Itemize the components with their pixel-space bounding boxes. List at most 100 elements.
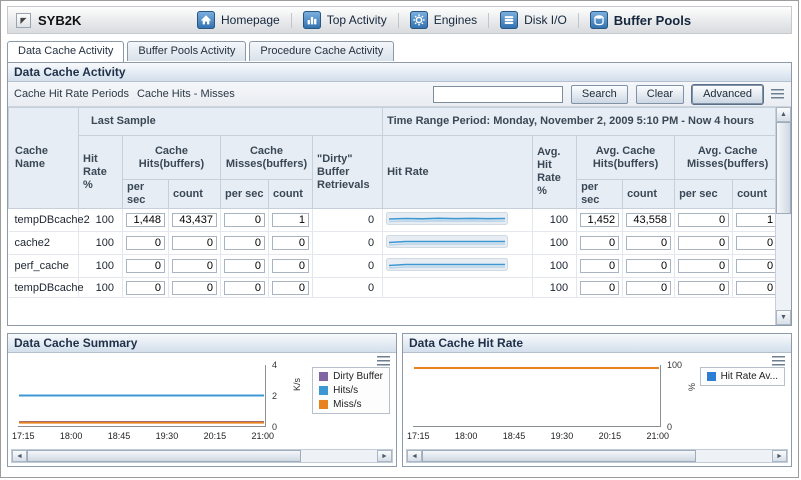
scroll-left-button[interactable]: ◄ (12, 450, 27, 462)
avg-misses-count-cell: 1 (733, 209, 781, 232)
scroll-up-icon: ▲ (780, 111, 787, 118)
chart-legend: Dirty BufferHits/sMiss/s (312, 367, 390, 414)
app-title: SYB2K (38, 13, 81, 28)
tab-bar: Data Cache Activity Buffer Pools Activit… (7, 39, 798, 61)
plot-area (18, 365, 266, 427)
col-header-per-sec: per sec (577, 180, 623, 209)
table-menu-icon[interactable] (771, 88, 785, 100)
group-header-time-range: Time Range Period: Monday, November 2, 2… (383, 108, 781, 136)
y-tick-label: 0 (667, 422, 689, 432)
nav-label: Top Activity (327, 13, 387, 27)
scroll-up-button[interactable]: ▲ (776, 107, 791, 122)
scroll-down-icon: ▼ (780, 314, 787, 321)
legend-label: Hit Rate Av... (721, 371, 778, 382)
nav-buffer-pools[interactable]: Buffer Pools (579, 7, 702, 33)
chart-menu-icon[interactable] (772, 355, 786, 367)
value-box: 0 (626, 236, 671, 250)
avg-misses-count-cell: 0 (733, 255, 781, 278)
buffer-pools-icon (590, 11, 608, 29)
nav-top-activity[interactable]: Top Activity (292, 7, 398, 33)
value-box: 0 (126, 259, 165, 273)
avg-hit-rate-pct-cell: 100 (533, 278, 577, 298)
hits-per-sec-cell: 0 (123, 232, 169, 255)
vertical-scrollbar-thumb[interactable] (776, 122, 791, 214)
col-header-per-sec: per sec (221, 180, 269, 209)
value-box: 0 (272, 236, 309, 250)
value-box: 1 (272, 213, 309, 227)
dirty-buffer-cell: 0 (313, 278, 383, 298)
table-row[interactable]: tempDBcache21001,44843,4370101001,45243,… (9, 209, 781, 232)
misses-count-cell: 0 (269, 232, 313, 255)
scroll-left-button[interactable]: ◄ (407, 450, 422, 462)
avg-hits-per-sec-cell: 0 (577, 232, 623, 255)
table-toolbar: Cache Hit Rate Periods Cache Hits - Miss… (8, 82, 791, 107)
nav-label: Buffer Pools (614, 13, 691, 28)
horizontal-scrollbar-thumb[interactable] (27, 450, 301, 462)
horizontal-scrollbar[interactable]: ◄ ► (406, 449, 788, 463)
nav-disk-io[interactable]: Disk I/O (489, 7, 578, 33)
table-row[interactable]: cache2100000001000000 (9, 232, 781, 255)
application-window: ◤ SYB2K Homepage Top Activity (0, 0, 799, 478)
avg-misses-per-sec-cell: 0 (675, 209, 733, 232)
avg-misses-count-cell: 0 (733, 278, 781, 298)
legend-item: Hits/s (319, 385, 383, 396)
y-axis-ticks: 1000 (667, 360, 689, 432)
panel-title: Data Cache Activity (8, 63, 791, 82)
x-tick-label: 18:00 (455, 431, 478, 441)
link-cache-hit-rate-periods[interactable]: Cache Hit Rate Periods (14, 88, 129, 100)
nav-label: Engines (434, 13, 477, 27)
x-axis-labels: 17:1518:0018:4519:3020:1521:00 (12, 431, 274, 441)
col-header-hit-rate: Hit Rate (383, 136, 533, 209)
search-button[interactable]: Search (571, 85, 628, 104)
horizontal-scrollbar-track[interactable] (301, 450, 377, 462)
table-vertical-scrollbar[interactable]: ▲ ▼ (775, 107, 791, 325)
scroll-right-button[interactable]: ► (772, 450, 787, 462)
table-row[interactable]: perf_cache100000001000000 (9, 255, 781, 278)
bottom-charts-row: Data Cache Summary 420 K/s 17:1518:0018:… (7, 333, 792, 467)
horizontal-scrollbar-thumb[interactable] (422, 450, 696, 462)
scroll-right-button[interactable]: ► (377, 450, 392, 462)
tab-buffer-pools-activity[interactable]: Buffer Pools Activity (127, 41, 246, 61)
value-box: 0 (580, 259, 619, 273)
scroll-right-icon: ► (381, 453, 388, 460)
hits-per-sec-cell: 0 (123, 255, 169, 278)
summary-chart-body: 420 K/s 17:1518:0018:4519:3020:1521:00 D… (8, 353, 396, 466)
vertical-scrollbar-track[interactable] (776, 214, 791, 310)
value-box: 43,437 (172, 213, 217, 227)
avg-misses-per-sec-cell: 0 (675, 232, 733, 255)
chart-menu-icon[interactable] (377, 355, 391, 367)
advanced-button[interactable]: Advanced (692, 85, 763, 104)
nav-homepage[interactable]: Homepage (186, 7, 291, 33)
x-tick-label: 17:15 (12, 431, 35, 441)
y-tick-label: 4 (272, 360, 294, 370)
horizontal-scrollbar[interactable]: ◄ ► (11, 449, 393, 463)
avg-hits-count-cell: 0 (623, 278, 675, 298)
clear-button[interactable]: Clear (636, 85, 684, 104)
tab-procedure-cache-activity[interactable]: Procedure Cache Activity (249, 41, 394, 61)
legend-swatch (319, 400, 328, 409)
hits-count-cell: 0 (169, 278, 221, 298)
hit-rate-pct-cell: 100 (79, 278, 123, 298)
avg-hits-count-cell: 0 (623, 232, 675, 255)
hit-rate-sparkline (386, 234, 508, 249)
legend-swatch (707, 372, 716, 381)
value-box: 0 (272, 281, 309, 295)
link-cache-hits-misses[interactable]: Cache Hits - Misses (137, 88, 235, 100)
scroll-left-icon: ◄ (16, 453, 23, 460)
chart-legend: Hit Rate Av... (700, 367, 785, 386)
scroll-down-button[interactable]: ▼ (776, 310, 791, 325)
avg-hits-per-sec-cell: 0 (577, 255, 623, 278)
value-box: 0 (678, 259, 729, 273)
nav-engines[interactable]: Engines (399, 7, 488, 33)
table-row[interactable]: tempDBcache100000001000000 (9, 278, 781, 298)
hit-rate-sparkline-cell (383, 278, 533, 298)
search-input[interactable] (433, 86, 563, 103)
collapse-icon[interactable]: ◤ (16, 13, 31, 28)
tab-data-cache-activity[interactable]: Data Cache Activity (7, 41, 124, 62)
top-header-bar: ◤ SYB2K Homepage Top Activity (7, 6, 792, 34)
y-axis-label: K/s (292, 378, 302, 391)
x-tick-label: 18:45 (108, 431, 131, 441)
bar-chart-icon (303, 11, 321, 29)
y-tick-label: 0 (272, 422, 294, 432)
horizontal-scrollbar-track[interactable] (696, 450, 772, 462)
